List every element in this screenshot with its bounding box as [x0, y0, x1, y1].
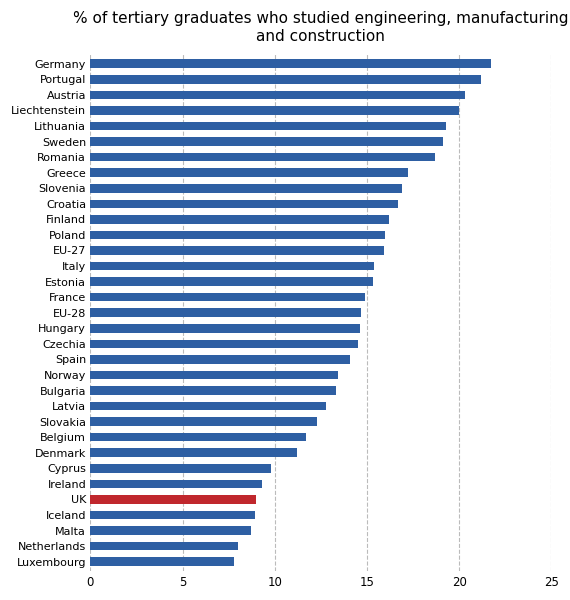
Bar — [91, 246, 384, 255]
Bar — [91, 324, 360, 332]
Bar — [91, 402, 327, 410]
Bar — [91, 91, 465, 99]
Bar — [91, 153, 435, 161]
Bar — [91, 495, 256, 504]
Bar — [91, 122, 446, 130]
Bar — [91, 371, 337, 379]
Bar — [91, 386, 336, 395]
Bar — [91, 106, 459, 115]
Bar — [91, 355, 351, 364]
Bar — [91, 200, 398, 208]
Bar — [91, 433, 306, 442]
Bar — [91, 542, 238, 550]
Bar — [91, 557, 234, 566]
Bar — [91, 169, 408, 177]
Bar — [91, 262, 374, 271]
Bar — [91, 59, 491, 68]
Bar — [91, 418, 317, 426]
Bar — [91, 448, 297, 457]
Bar — [91, 277, 373, 286]
Bar — [91, 511, 255, 519]
Bar — [91, 340, 358, 348]
Bar — [91, 75, 482, 83]
Bar — [91, 215, 389, 224]
Title: % of tertiary graduates who studied engineering, manufacturing
and construction: % of tertiary graduates who studied engi… — [73, 11, 569, 44]
Bar — [91, 137, 443, 146]
Bar — [91, 464, 271, 473]
Bar — [91, 308, 361, 317]
Bar — [91, 479, 262, 488]
Bar — [91, 293, 365, 301]
Bar — [91, 526, 251, 535]
Bar — [91, 230, 385, 239]
Bar — [91, 184, 402, 193]
